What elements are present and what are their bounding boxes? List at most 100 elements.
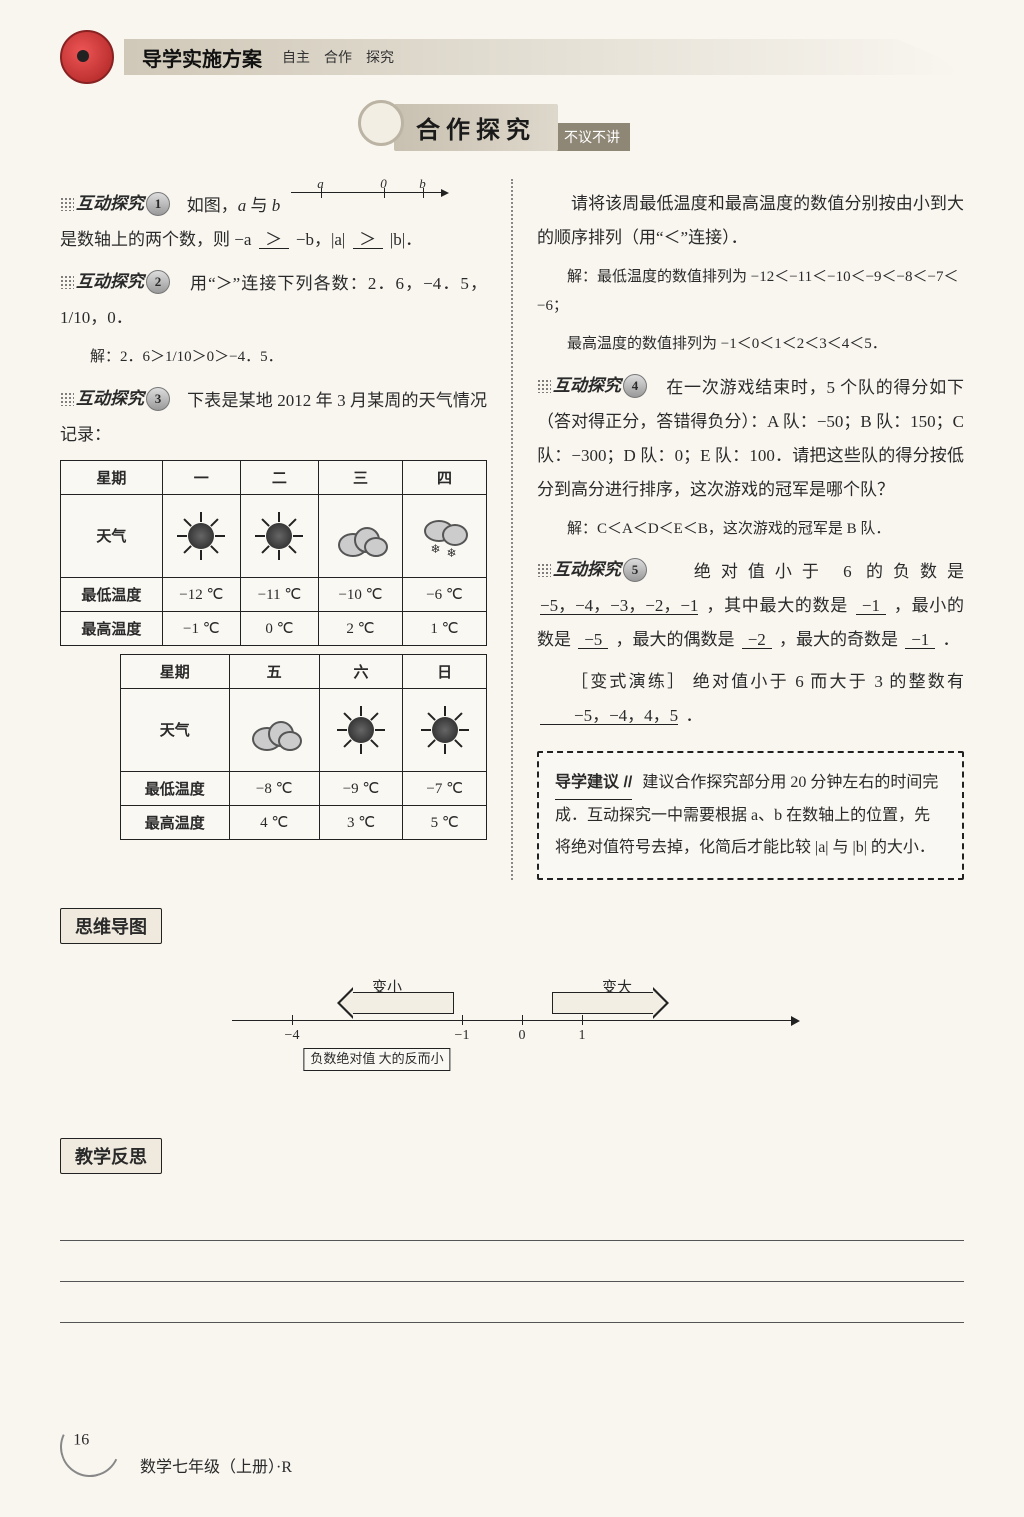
cell-high: 2 ℃ xyxy=(318,611,402,645)
q1-text-c: |b|． xyxy=(390,230,422,249)
q5-block: 互动探究 5 绝对值小于 6 的负数是 −5，−4，−3，−2，−1 ，其中最大… xyxy=(537,553,964,657)
write-line xyxy=(60,1200,964,1241)
page: 导学实施方案 自主 合作 探究 合作探究不议不讲 互动探究 1 如图，a 与 b xyxy=(0,0,1024,1517)
mindmap-diagram: 变小 变大 −4 −1 0 1 负数绝对值 大的反而小 xyxy=(232,968,792,1068)
mindmap-heading: 思维导图 xyxy=(60,908,162,944)
q5-variant: ［变式演练］ 绝对值小于 6 而大于 3 的整数有 −5，−4，4，5 ． xyxy=(537,665,964,733)
axis-arrow-icon xyxy=(791,1016,800,1026)
tip-label: 导学建议 // xyxy=(555,767,632,800)
banner-title: 导学实施方案 xyxy=(142,43,262,72)
cell-high: 5 ℃ xyxy=(403,805,487,839)
tip-box: 导学建议 // 建议合作探究部分用 20 分钟左右的时间完成．互动探究一中需要根… xyxy=(537,751,964,880)
cell-low: −6 ℃ xyxy=(402,577,486,611)
day-3: 三 xyxy=(318,460,402,494)
two-column-layout: 互动探究 1 如图，a 与 b a 0 b 是数轴上的两个数，则 −a ＞ −b… xyxy=(60,179,964,880)
q2-block: 互动探究 2 用“＞”连接下列各数：2．6，−4．5，1/10，0． xyxy=(60,265,487,335)
table-row: 最低温度 −12 ℃ −11 ℃ −10 ℃ −6 ℃ xyxy=(61,577,487,611)
day-1: 一 xyxy=(162,460,240,494)
weather-icon-sun xyxy=(403,688,487,771)
circle-3: 3 xyxy=(146,387,170,411)
day-5: 五 xyxy=(229,654,319,688)
hdr-day: 星期 xyxy=(61,460,163,494)
table-row: 天气 xyxy=(120,688,486,771)
badge-main: 合作探究 xyxy=(394,104,558,151)
banner-strip: 导学实施方案 自主 合作 探究 xyxy=(124,39,964,75)
table-row: 星期 五 六 日 xyxy=(120,654,486,688)
weather-icon-cloud xyxy=(229,688,319,771)
q5-blank4: −2 xyxy=(742,631,772,649)
day-2: 二 xyxy=(240,460,318,494)
q1-text-a: 是数轴上的两个数，则 −a xyxy=(60,230,251,249)
hdr-high: 最高温度 xyxy=(61,611,163,645)
cell-low: −10 ℃ xyxy=(318,577,402,611)
chip-q3: 互动探究 3 xyxy=(60,382,170,416)
q4-solution: 解：C＜A＜D＜E＜B，这次游戏的冠军是 B 队． xyxy=(537,515,964,544)
circle-2: 2 xyxy=(146,270,170,294)
variant-label: ［变式演练］ xyxy=(571,672,686,691)
page-number: 16 xyxy=(73,1432,89,1450)
cell-low: −9 ℃ xyxy=(319,771,403,805)
cell-high: 3 ℃ xyxy=(319,805,403,839)
reflection-lines xyxy=(60,1200,964,1323)
chip-q4: 互动探究 4 xyxy=(537,369,647,403)
axis-line xyxy=(232,1020,792,1021)
chip-label: 互动探究 xyxy=(76,187,144,221)
tick-m1: −1 xyxy=(455,1028,470,1044)
cell-high: −1 ℃ xyxy=(162,611,240,645)
chip-q1: 互动探究 1 xyxy=(60,187,170,221)
section-badge: 合作探究不议不讲 xyxy=(60,104,964,151)
cell-low: −7 ℃ xyxy=(403,771,487,805)
mascot-icon xyxy=(60,30,114,84)
q4-block: 互动探究 4 在一次游戏结束时，5 个队的得分如下（答对得正分，答错得负分）：A… xyxy=(537,369,964,507)
day-6: 六 xyxy=(319,654,403,688)
q5-p1f: ． xyxy=(943,630,960,649)
weather-icon-cloud xyxy=(318,494,402,577)
cell-high: 1 ℃ xyxy=(402,611,486,645)
variant-blank: −5，−4，4，5 xyxy=(540,707,678,725)
column-divider xyxy=(511,179,513,880)
hdr-low: 最低温度 xyxy=(61,577,163,611)
write-line xyxy=(60,1282,964,1323)
q5-p1e: ，最大的奇数是 xyxy=(779,630,898,649)
weather-icon-sun xyxy=(162,494,240,577)
tick-0: 0 xyxy=(519,1028,526,1044)
day-4: 四 xyxy=(402,460,486,494)
number-line-icon: a 0 b xyxy=(291,192,441,223)
variant-text: 绝对值小于 6 而大于 3 的整数有 xyxy=(693,672,964,691)
dots-icon xyxy=(60,275,74,289)
arrow-right-icon xyxy=(552,992,654,1014)
chip-label: 互动探究 xyxy=(553,369,621,403)
hdr-day: 星期 xyxy=(120,654,229,688)
banner-subtitle: 自主 合作 探究 xyxy=(282,47,394,67)
q5-blank5: −1 xyxy=(905,631,935,649)
weather-icon-snow: ❄❄ xyxy=(402,494,486,577)
q1-text-b: −b，|a| xyxy=(296,230,345,249)
table-row: 最高温度 4 ℃ 3 ℃ 5 ℃ xyxy=(120,805,486,839)
circle-5: 5 xyxy=(623,558,647,582)
weather-icon-sun xyxy=(240,494,318,577)
hdr-high: 最高温度 xyxy=(120,805,229,839)
chip-label: 互动探究 xyxy=(76,265,144,299)
weather-table-1: 星期 一 二 三 四 天气 ❄❄ 最低温度 −12 ℃ −11 ℃ xyxy=(60,460,487,646)
q1-blank2: ＞ xyxy=(353,231,383,249)
dots-icon xyxy=(537,563,551,577)
q3-sol2: 最高温度的数值排列为 −1＜0＜1＜2＜3＜4＜5． xyxy=(537,330,964,359)
q5-blank2: −1 xyxy=(856,597,886,615)
chip-q2: 互动探究 2 xyxy=(60,265,170,299)
circle-4: 4 xyxy=(623,374,647,398)
q5-p1b: ，其中最大的数是 xyxy=(706,596,848,615)
top-banner: 导学实施方案 自主 合作 探究 xyxy=(60,30,964,84)
variant-end: ． xyxy=(685,706,702,725)
dots-icon xyxy=(537,379,551,393)
right-column: 请将该周最低温度和最高温度的数值分别按由小到大的顺序排列（用“＜”连接）． 解：… xyxy=(537,179,964,880)
q5-blank1: −5，−4，−3，−2，−1 xyxy=(540,597,698,615)
chip-label: 互动探究 xyxy=(76,382,144,416)
chip-label: 互动探究 xyxy=(553,553,621,587)
q3-prompt: 请将该周最低温度和最高温度的数值分别按由小到大的顺序排列（用“＜”连接）． xyxy=(537,187,964,255)
write-line xyxy=(60,1241,964,1282)
arrow-left-icon xyxy=(352,992,454,1014)
table-row: 最低温度 −8 ℃ −9 ℃ −7 ℃ xyxy=(120,771,486,805)
table-row: 天气 ❄❄ xyxy=(61,494,487,577)
tick-m4: −4 xyxy=(285,1028,300,1044)
weather-icon-sun xyxy=(319,688,403,771)
